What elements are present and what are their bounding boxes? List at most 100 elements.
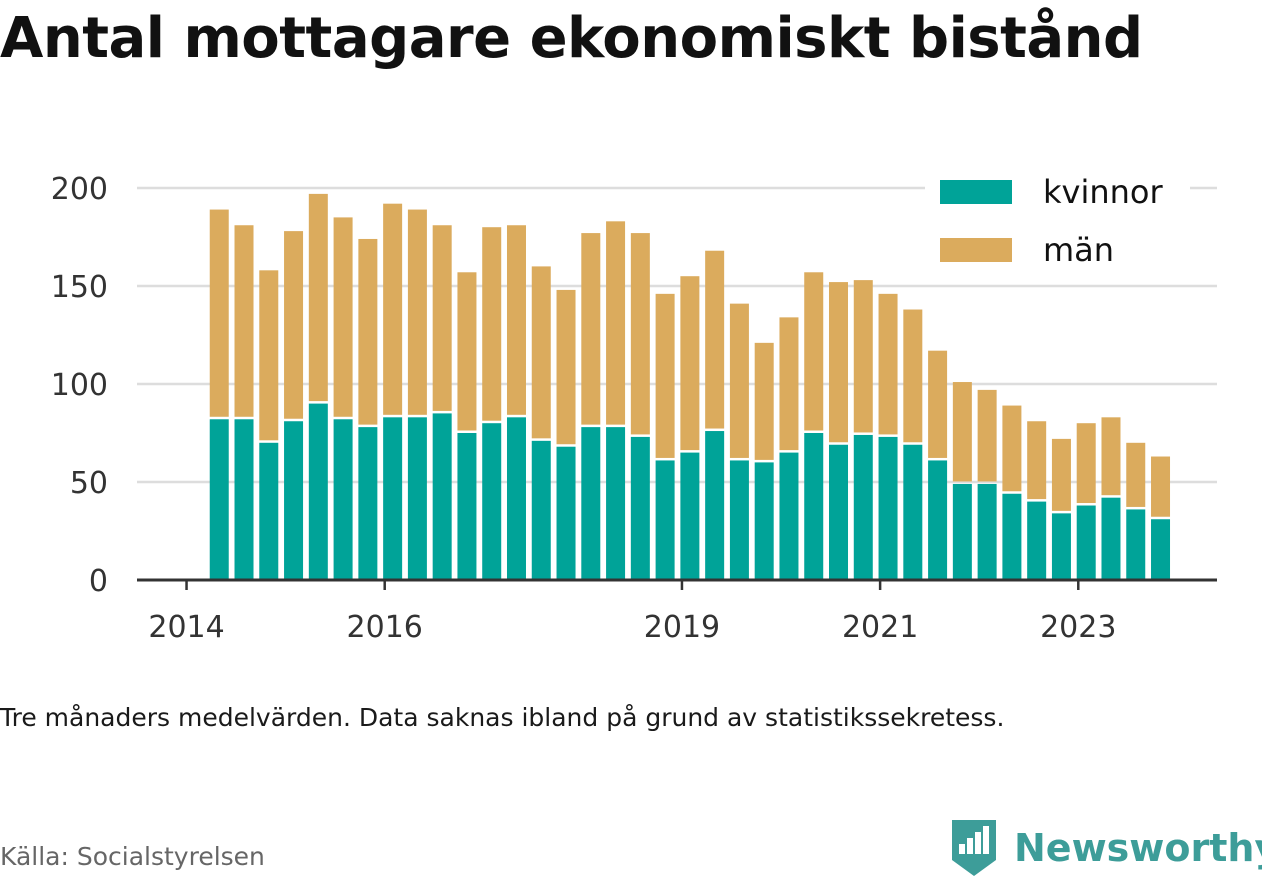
bar-kvinnor xyxy=(308,403,328,580)
bar-kvinnor xyxy=(457,433,477,580)
bar-man xyxy=(1151,456,1171,517)
bar-kvinnor xyxy=(804,433,824,580)
bar-man xyxy=(853,280,873,433)
bar-man xyxy=(1051,438,1071,511)
x-tick-label: 2021 xyxy=(842,610,918,645)
bar-kvinnor xyxy=(878,436,898,580)
bar-kvinnor xyxy=(333,419,353,580)
bar-man xyxy=(630,233,650,435)
bar-man xyxy=(680,276,700,451)
bar-man xyxy=(333,217,353,417)
bar-kvinnor xyxy=(1101,497,1121,580)
bar-kvinnor xyxy=(531,440,551,580)
bars xyxy=(209,193,1171,580)
bar-man xyxy=(655,293,675,458)
bar-man xyxy=(482,227,502,421)
bar-man xyxy=(928,350,948,458)
bar-man xyxy=(259,270,279,441)
bar-kvinnor xyxy=(234,419,254,580)
legend-label-kvinnor: kvinnor xyxy=(1043,173,1164,211)
legend-swatch-man xyxy=(940,238,1012,262)
bar-man xyxy=(977,389,997,482)
axes: 0 50 100 150 200 2014 2016 2019 2021 2023 xyxy=(51,172,1217,645)
bar-kvinnor xyxy=(209,419,229,580)
bar-kvinnor xyxy=(952,483,972,580)
bar-man xyxy=(705,250,725,429)
bar-kvinnor xyxy=(829,444,849,580)
bar-man xyxy=(556,289,576,445)
bar-kvinnor xyxy=(977,483,997,580)
bar-man xyxy=(383,203,403,415)
bar-man xyxy=(284,231,304,419)
stacked-bar-chart: 0 50 100 150 200 2014 2016 2019 2021 2023 kvinnor… xyxy=(50,166,1217,645)
bar-man xyxy=(804,272,824,431)
bar-kvinnor xyxy=(482,423,502,580)
bar-man xyxy=(903,309,923,443)
bar-man xyxy=(729,303,749,458)
y-tick-label: 0 xyxy=(89,564,108,599)
bar-man xyxy=(209,209,229,417)
bar-man xyxy=(1027,421,1047,500)
bar-man xyxy=(1126,442,1146,507)
chart-title: Antal mottagare ekonomiskt bistånd xyxy=(0,6,1143,71)
bar-man xyxy=(581,233,601,425)
bar-man xyxy=(754,342,774,460)
bar-kvinnor xyxy=(506,417,526,580)
bar-man xyxy=(457,272,477,431)
bar-kvinnor xyxy=(432,413,452,580)
bar-kvinnor xyxy=(903,444,923,580)
bar-kvinnor xyxy=(606,427,626,580)
bar-man xyxy=(407,209,427,415)
bar-man xyxy=(432,225,452,411)
bar-kvinnor xyxy=(407,417,427,580)
legend-label-man: män xyxy=(1043,231,1114,269)
bar-man xyxy=(606,221,626,425)
bar-kvinnor xyxy=(1076,505,1096,580)
brand-logo: Newsworthy xyxy=(950,818,1262,878)
y-tick-label: 200 xyxy=(51,172,108,207)
bar-kvinnor xyxy=(1051,513,1071,580)
bar-kvinnor xyxy=(259,442,279,580)
y-tick-label: 100 xyxy=(51,368,108,403)
legend-swatch-kvinnor xyxy=(940,180,1012,204)
bar-kvinnor xyxy=(383,417,403,580)
bar-man xyxy=(829,282,849,443)
x-tick-label: 2019 xyxy=(644,610,720,645)
bar-chart-logo-icon xyxy=(952,820,996,876)
bar-man xyxy=(779,317,799,451)
bar-man xyxy=(1101,417,1121,496)
brand-name: Newsworthy xyxy=(1014,826,1262,870)
bar-kvinnor xyxy=(1126,509,1146,580)
bar-man xyxy=(878,293,898,435)
bar-kvinnor xyxy=(284,421,304,580)
bar-kvinnor xyxy=(705,431,725,580)
bar-man xyxy=(506,225,526,415)
bar-kvinnor xyxy=(729,460,749,580)
bar-kvinnor xyxy=(1002,493,1022,580)
y-tick-label: 150 xyxy=(51,270,108,305)
bar-man xyxy=(358,238,378,425)
bar-kvinnor xyxy=(680,452,700,580)
y-tick-label: 50 xyxy=(70,466,108,501)
bar-man xyxy=(234,225,254,417)
bar-man xyxy=(308,193,328,402)
bar-kvinnor xyxy=(655,460,675,580)
x-tick-label: 2016 xyxy=(347,610,423,645)
x-tick-label: 2023 xyxy=(1040,610,1116,645)
bar-kvinnor xyxy=(928,460,948,580)
source-text: Källa: Socialstyrelsen xyxy=(0,842,265,871)
bar-kvinnor xyxy=(1027,501,1047,580)
bar-kvinnor xyxy=(754,462,774,580)
bar-kvinnor xyxy=(779,452,799,580)
bar-kvinnor xyxy=(581,427,601,580)
bar-kvinnor xyxy=(1151,519,1171,580)
chart-note: Tre månaders medelvärden. Data saknas ib… xyxy=(0,703,1005,732)
legend: kvinnor män xyxy=(925,166,1190,284)
x-tick-label: 2014 xyxy=(148,610,224,645)
bar-man xyxy=(1076,423,1096,504)
bar-man xyxy=(1002,405,1022,492)
bar-man xyxy=(952,382,972,482)
bar-kvinnor xyxy=(358,427,378,580)
bar-man xyxy=(531,266,551,439)
bar-kvinnor xyxy=(853,434,873,580)
